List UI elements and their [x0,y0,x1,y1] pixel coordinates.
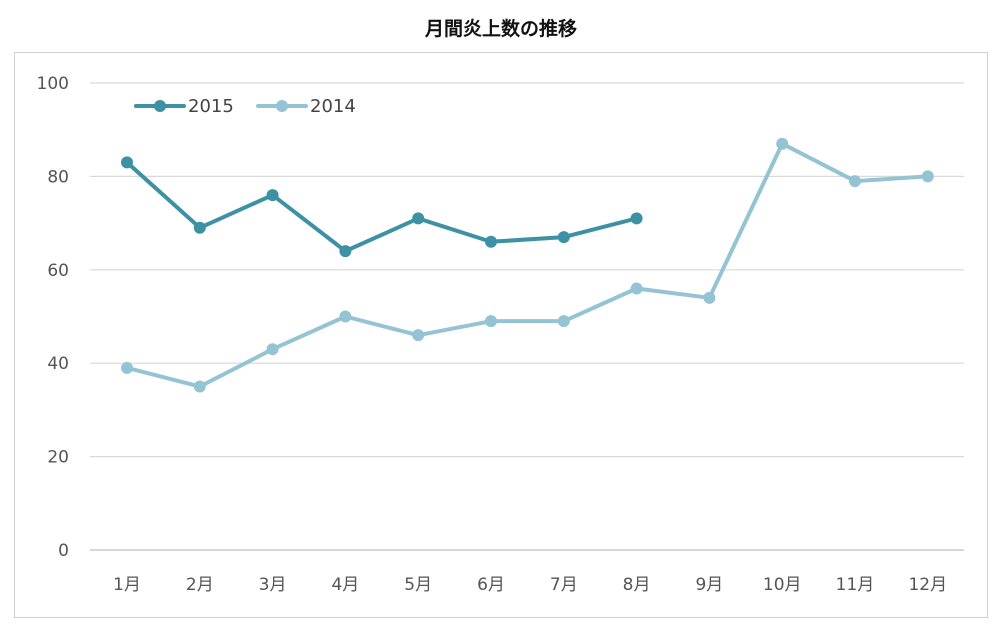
x-tick-label: 9月 [695,575,723,595]
x-tick-label: 7月 [550,575,578,595]
gridlines [90,82,964,551]
legend-label-2015: 2015 [188,96,234,117]
data-point-2014-2月 [193,380,206,393]
x-tick-label: 4月 [331,575,359,595]
x-tick-label: 12月 [908,575,947,595]
x-axis-ticks: 1月 2月 3月 4月 5月 6月 7月 8月 9月 10月 11月 12月 [113,575,947,595]
data-point-2015-5月 [412,212,425,225]
data-point-2014-5月 [412,329,425,342]
data-point-2014-9月 [703,291,716,304]
data-point-2015-2月 [193,221,206,234]
data-point-2014-6月 [485,315,497,328]
x-tick-label: 11月 [836,575,875,595]
data-point-2015-3月 [266,189,279,202]
series-lines [121,137,934,393]
x-tick-label: 10月 [763,575,802,595]
y-tick-label: 60 [47,261,69,281]
data-point-2014-10月 [776,137,789,150]
data-point-2015-4月 [339,245,352,258]
data-point-2014-8月 [630,282,643,295]
data-point-2015-1月 [121,156,133,169]
y-tick-label: 20 [47,448,69,468]
legend-marker-2015 [154,100,166,112]
data-point-2014-3月 [266,343,279,356]
data-point-2015-7月 [557,231,570,244]
y-tick-label: 80 [47,167,69,187]
chart-title: 月間炎上数の推移 [424,18,577,40]
y-tick-label: 40 [47,354,69,374]
series-line-2014 [125,141,930,389]
data-point-2014-7月 [557,315,570,328]
x-tick-label: 2月 [186,575,214,595]
data-point-2014-1月 [121,361,133,374]
x-tick-label: 6月 [477,575,505,595]
x-tick-label: 1月 [113,575,141,595]
chart-frame [14,52,988,618]
series-line-2015 [125,160,639,254]
y-axis-ticks: 0 20 40 60 80 100 [37,74,69,561]
legend-marker-2014 [276,100,288,112]
data-point-2014-12月 [921,170,934,183]
y-tick-label: 0 [58,541,69,561]
data-point-2015-6月 [485,235,497,248]
data-point-2014-4月 [339,310,352,323]
legend-label-2014: 2014 [310,96,356,117]
x-tick-label: 3月 [259,575,287,595]
x-tick-label: 8月 [623,575,651,595]
y-tick-label: 100 [37,74,69,94]
data-point-2015-8月 [630,212,643,225]
legend: 2015 2014 [134,96,356,117]
x-tick-label: 5月 [404,575,432,595]
data-point-2014-11月 [849,175,861,188]
